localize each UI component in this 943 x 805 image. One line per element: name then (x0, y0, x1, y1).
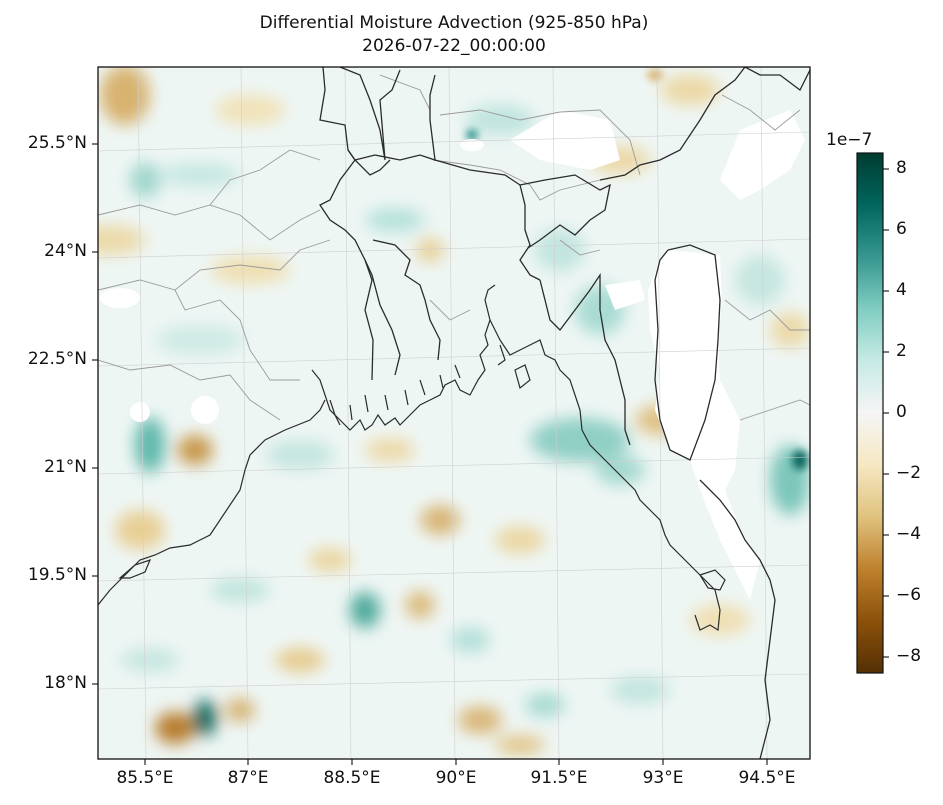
colorbar-tick-label: −4 (896, 524, 922, 544)
lat-tick-label: 19.5°N (27, 565, 87, 585)
map-subtitle: 2026-07-22_00:00:00 (362, 36, 546, 56)
lat-tick-label: 18°N (44, 673, 87, 693)
map-title: Differential Moisture Advection (925-850… (259, 13, 649, 33)
colorbar-tick-label: −6 (896, 585, 922, 605)
colorbar-tick-label: −8 (896, 646, 922, 666)
colorbar-tick-label: 2 (896, 341, 907, 361)
colorbar-tick-label: 4 (896, 280, 907, 300)
colorbar-exponent: 1e−7 (826, 130, 873, 150)
lon-tick-label: 93°E (642, 768, 684, 788)
lon-tick-label: 90°E (435, 768, 477, 788)
lon-tick-label: 94.5°E (738, 768, 796, 788)
colorbar-tick-label: −2 (896, 463, 922, 483)
missing-data-regions (100, 110, 805, 600)
lon-tick-label: 87°E (227, 768, 269, 788)
colorbar-tick-label: 0 (896, 402, 907, 422)
colorbar (856, 152, 884, 674)
lon-tick-label: 85.5°E (116, 768, 174, 788)
lat-tick-label: 21°N (44, 457, 87, 477)
lat-tick-label: 22.5°N (27, 349, 87, 369)
axis-ticks (92, 143, 768, 765)
state-boundaries (98, 74, 810, 421)
country-boundaries (319, 67, 810, 759)
map-frame (97, 66, 811, 760)
lat-tick-label: 24°N (44, 241, 87, 261)
gridlines (98, 67, 810, 759)
advection-field (98, 67, 810, 755)
lon-tick-label: 91.5°E (530, 768, 588, 788)
lon-tick-label: 88.5°E (323, 768, 381, 788)
colorbar-tick-label: 6 (896, 219, 907, 239)
map-plot (98, 67, 810, 759)
colorbar-tick-label: 8 (896, 158, 907, 178)
lat-tick-label: 25.5°N (27, 133, 87, 153)
coastline (98, 284, 726, 632)
colorbar-ticks (883, 168, 889, 658)
